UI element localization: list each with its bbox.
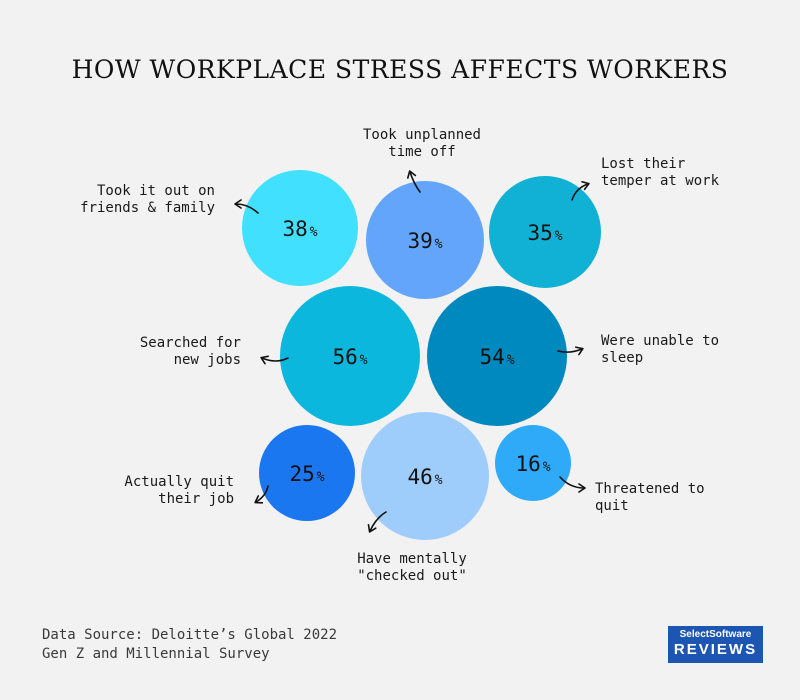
bubble-6: [361, 412, 489, 540]
bubble-label-0: Took it out on friends & family: [80, 183, 215, 216]
bubble-value-4: 54%: [479, 345, 514, 369]
bubble-label-7: Threatened to quit: [595, 481, 705, 514]
callout-arrow-5: [254, 485, 269, 504]
bubble-value-5: 25%: [289, 462, 324, 486]
callout-arrow-3: [260, 355, 289, 365]
bubble-label-6: Have mentally "checked out": [357, 551, 467, 584]
bubble-value-7: 16%: [515, 452, 550, 476]
bubble-2: [489, 176, 601, 288]
bubble-5: [259, 425, 355, 521]
callout-arrow-2: [571, 180, 590, 201]
bubble-value-2: 35%: [527, 221, 562, 245]
callout-arrow-6: [367, 511, 387, 533]
bubble-3: [280, 286, 420, 426]
bubble-0: [242, 170, 358, 286]
data-source: Data Source: Deloitte’s Global 2022 Gen …: [42, 626, 342, 664]
bubble-1: [366, 181, 484, 299]
data-source-line1: Data Source: Deloitte’s Global 2022: [42, 627, 338, 643]
callout-arrow-7: [559, 476, 586, 493]
data-source-line2: Gen Z and Millennial Survey: [42, 646, 270, 662]
bubble-7: [495, 425, 571, 501]
brand-logo-bottom: REVIEWS: [673, 641, 758, 658]
bubble-label-5: Actually quit their job: [124, 474, 234, 507]
bubble-label-3: Searched for new jobs: [140, 335, 241, 368]
callout-arrow-0: [234, 199, 259, 214]
bubble-label-2: Lost their temper at work: [601, 156, 720, 189]
bubble-label-1: Took unplanned time off: [363, 127, 481, 160]
callout-arrow-1: [406, 170, 421, 193]
bubble-4: [427, 286, 567, 426]
bubble-label-4: Were unable to sleep: [601, 333, 719, 366]
chart-title: HOW WORKPLACE STRESS AFFECTS WORKERS: [71, 55, 729, 84]
bubble-value-0: 38%: [282, 217, 317, 241]
callout-arrow-4: [557, 346, 584, 356]
brand-logo-top: SelectSoftware: [679, 629, 752, 640]
bubble-value-6: 46%: [407, 465, 442, 489]
bubble-value-1: 39%: [407, 229, 442, 253]
brand-logo: SelectSoftware REVIEWS: [668, 626, 763, 663]
bubble-value-3: 56%: [332, 345, 367, 369]
